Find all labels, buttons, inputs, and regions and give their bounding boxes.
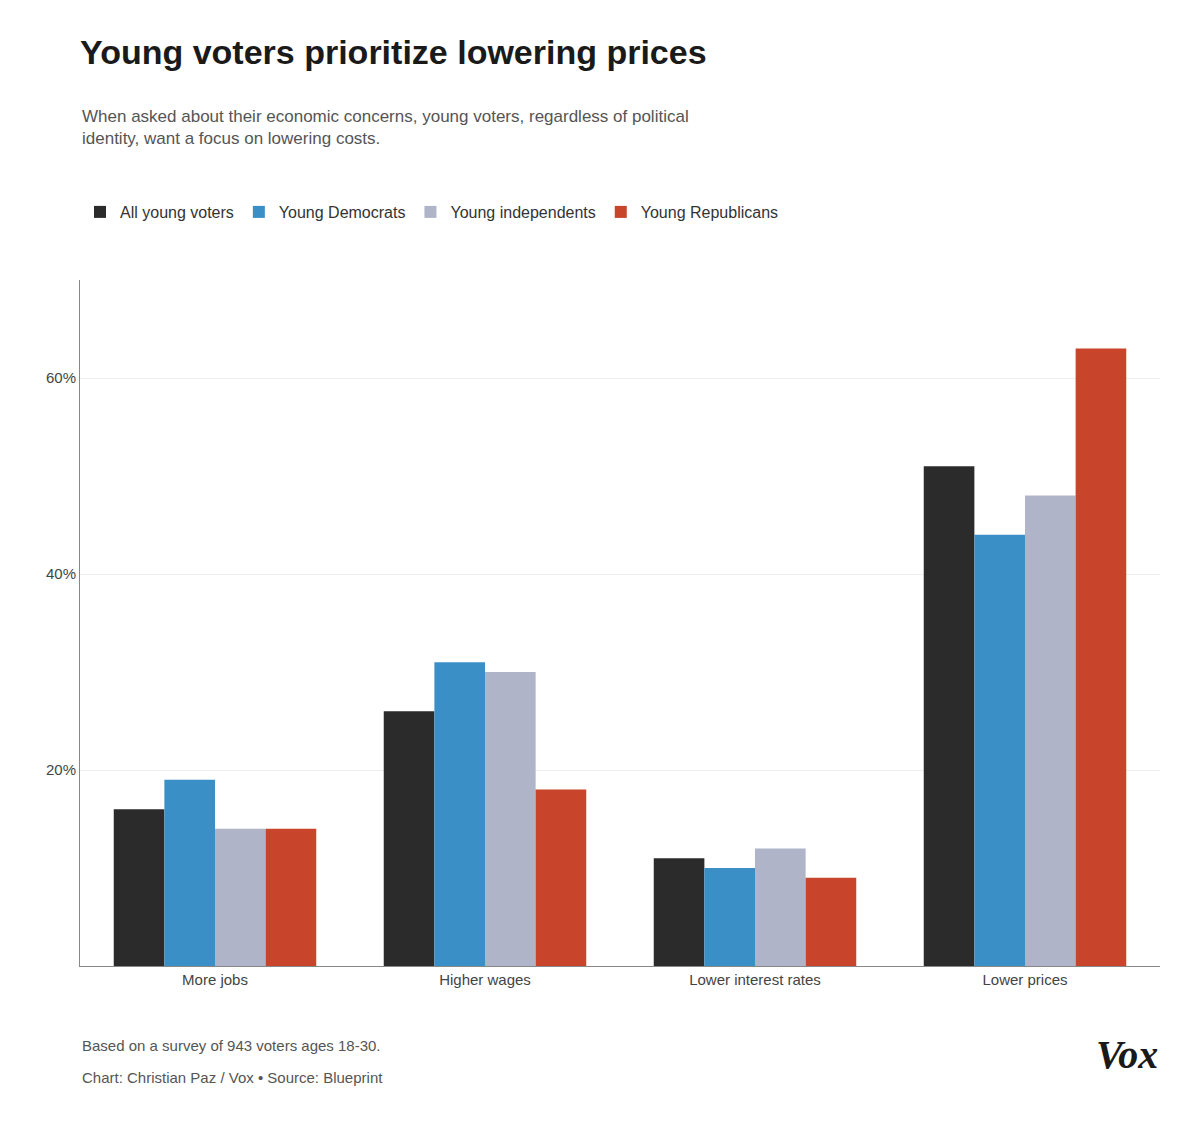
svg-text:All young voters: All young voters [120, 204, 234, 221]
svg-text:Higher wages: Higher wages [439, 971, 531, 988]
svg-text:Based on a survey of 943 voter: Based on a survey of 943 voters ages 18-… [82, 1037, 381, 1054]
svg-text:60%: 60% [46, 369, 76, 386]
svg-text:Chart: Christian Paz / Vox • S: Chart: Christian Paz / Vox • Source: Blu… [82, 1069, 383, 1086]
svg-text:More jobs: More jobs [182, 971, 248, 988]
svg-text:When asked about their economi: When asked about their economic concerns… [82, 107, 689, 148]
svg-text:Young Democrats: Young Democrats [279, 204, 406, 221]
svg-text:Vox: Vox [1096, 1032, 1158, 1077]
svg-text:Lower prices: Lower prices [982, 971, 1067, 988]
svg-text:Young voters prioritize loweri: Young voters prioritize lowering prices [80, 33, 707, 71]
svg-text:Young independents: Young independents [450, 204, 595, 221]
svg-text:20%: 20% [46, 761, 76, 778]
svg-text:Young Republicans: Young Republicans [641, 204, 778, 221]
svg-text:Lower interest rates: Lower interest rates [689, 971, 821, 988]
svg-text:40%: 40% [46, 565, 76, 582]
